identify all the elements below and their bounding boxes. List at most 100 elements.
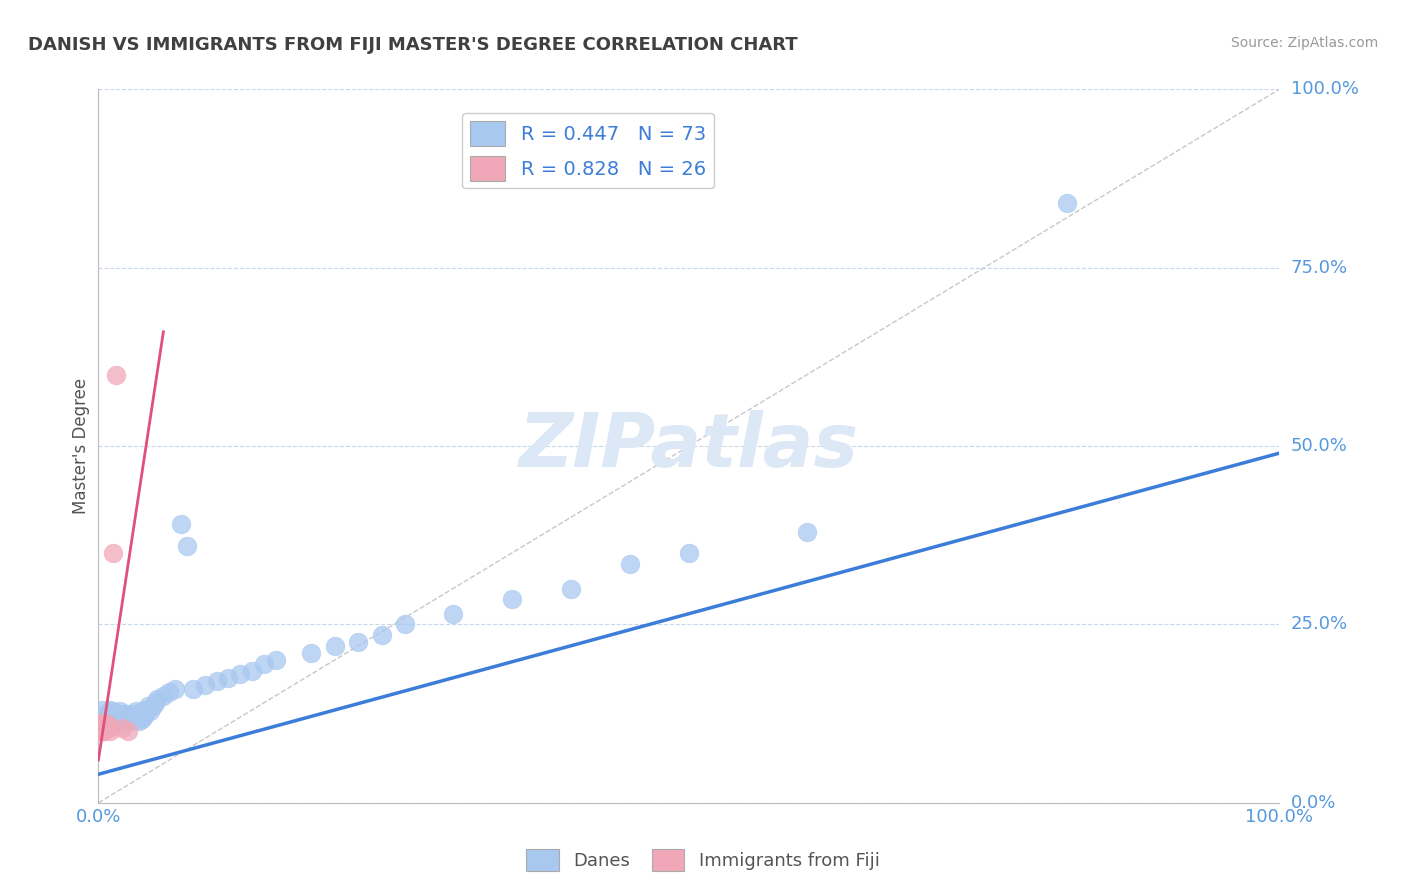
Point [98,724,121,739]
Point [229,667,252,681]
Point [108,705,131,719]
Point [139,705,162,719]
Point [131,712,153,726]
Point [93,717,115,731]
Point [93,714,115,728]
Point [98,721,121,735]
Point [347,635,370,649]
Point [97,719,120,733]
Point [114,714,136,728]
Point [117,724,139,739]
Point [91,703,114,717]
Point [135,703,157,717]
Point [111,708,134,723]
Point [105,712,128,726]
Point [91,719,114,733]
Point [91,710,114,724]
Text: DANISH VS IMMIGRANTS FROM FIJI MASTER'S DEGREE CORRELATION CHART: DANISH VS IMMIGRANTS FROM FIJI MASTER'S … [28,36,797,54]
Point [91,719,114,733]
Point [121,714,143,728]
Point [94,721,117,735]
Point [678,546,700,560]
Point [323,639,346,653]
Point [100,714,122,728]
Point [89,721,111,735]
Point [560,582,582,596]
Point [128,710,150,724]
Point [134,708,156,723]
Point [90,724,112,739]
Point [194,678,217,692]
Point [176,539,198,553]
Point [105,368,128,382]
Point [125,705,148,719]
Point [101,705,124,719]
Point [127,708,149,723]
Point [110,714,132,728]
Point [101,712,124,726]
Point [97,719,120,733]
Point [143,696,166,710]
Point [441,607,464,621]
Text: 100.0%: 100.0% [1291,80,1358,98]
Point [157,685,180,699]
Point [501,592,523,607]
Point [96,721,118,735]
Point [107,708,129,723]
Point [118,712,141,726]
Point [89,724,111,739]
Text: ZIPatlas: ZIPatlas [519,409,859,483]
Point [93,724,115,739]
Point [165,681,187,696]
Point [124,712,146,726]
Point [152,689,174,703]
Point [128,714,150,728]
Point [94,706,117,721]
Point [122,706,145,721]
Text: 50.0%: 50.0% [1291,437,1347,455]
Point [205,674,228,689]
Point [181,681,204,696]
Point [117,706,139,721]
Point [97,712,120,726]
Point [1056,196,1078,211]
Point [796,524,818,539]
Point [170,517,193,532]
Point [115,710,138,724]
Point [91,724,114,739]
Point [299,646,322,660]
Point [103,717,125,731]
Point [394,617,416,632]
Point [253,657,276,671]
Point [98,703,121,717]
Point [90,717,112,731]
Point [112,706,135,721]
Point [91,721,114,735]
Legend: Danes, Immigrants from Fiji: Danes, Immigrants from Fiji [519,842,887,879]
Point [264,653,287,667]
Text: Source: ZipAtlas.com: Source: ZipAtlas.com [1230,36,1378,50]
Point [111,721,134,735]
Point [104,710,127,724]
Point [91,717,114,731]
Point [90,715,112,730]
Point [98,708,121,723]
Point [120,708,142,723]
Legend: R = 0.447   N = 73, R = 0.828   N = 26: R = 0.447 N = 73, R = 0.828 N = 26 [463,113,714,188]
Point [101,546,124,560]
Text: 75.0%: 75.0% [1291,259,1348,277]
Point [217,671,239,685]
Point [136,699,159,714]
Point [94,719,117,733]
Text: 25.0%: 25.0% [1291,615,1348,633]
Text: 0.0%: 0.0% [1291,794,1336,812]
Point [89,717,111,731]
Point [142,699,165,714]
Point [121,710,143,724]
Point [112,712,135,726]
Point [132,705,155,719]
Point [371,628,394,642]
Point [105,706,128,721]
Point [619,557,641,571]
Point [90,719,112,733]
